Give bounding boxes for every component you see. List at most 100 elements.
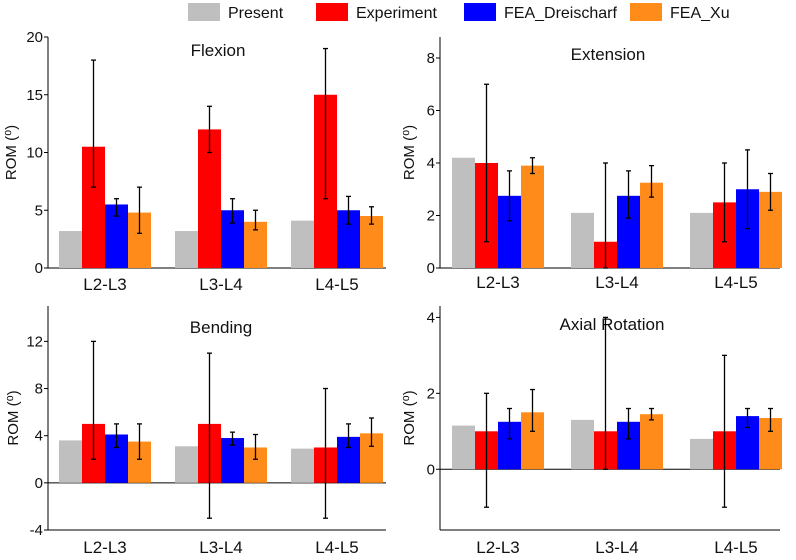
panel-flexion: 0 5 10 15 20 ROM (⁰) Flexion L2-L3 L3-L4 L4-L5	[3, 29, 386, 294]
error-bar-l4-l5-fea-xu	[768, 407, 773, 432]
panel-title: Extension	[571, 45, 646, 64]
bar-flexion-l2-l3-fea-xu	[128, 212, 151, 268]
panel-extension: 0 2 4 6 8 ROM (⁰) Extension L2-L3 L3-L4 L4-L5	[401, 37, 782, 292]
bar-extension-l2-l3-fea-xu	[521, 165, 544, 268]
legend-swatch-fea-dreischarf	[464, 3, 496, 21]
error-bar-l4-l5-experiment	[722, 354, 727, 508]
bar-flexion-l3-l4-experiment	[198, 129, 221, 268]
error-bar-l2-l3-experiment	[484, 83, 489, 243]
error-bar-l3-l4-fea-dreischarf	[626, 407, 631, 440]
bar-bending-l3-l4-present	[175, 446, 198, 483]
bar-extension-l2-l3-present	[452, 157, 475, 268]
error-bar-l4-l5-experiment	[323, 47, 328, 200]
y-tick-label: 6	[427, 103, 435, 120]
y-tick-label: 20	[26, 29, 43, 46]
error-bar-l2-l3-fea-dreischarf	[114, 423, 119, 449]
y-axis-label: ROM (⁰)	[401, 390, 418, 445]
bar-extension-l3-l4-fea-xu	[640, 182, 663, 268]
error-bar-l2-l3-fea-dreischarf	[114, 198, 119, 217]
error-bar-l3-l4-fea-xu	[649, 164, 654, 198]
error-bar-l2-l3-fea-xu	[137, 186, 142, 235]
x-tick-label-l2-l3: L2-L3	[83, 538, 126, 557]
bar-axial-rotation-l3-l4-present	[571, 419, 594, 470]
bar-extension-l2-l3-fea-dreischarf	[498, 195, 521, 268]
error-bar-l4-l5-experiment	[722, 162, 727, 243]
bar-axial-rotation-l2-l3-fea-dreischarf	[498, 421, 521, 470]
bar-axial-rotation-l2-l3-fea-xu	[521, 412, 544, 470]
bar-axial-rotation-l4-l5-fea-xu	[759, 418, 782, 470]
error-bar-l4-l5-fea-dreischarf	[745, 407, 750, 429]
x-tick-label-l4-l5: L4-L5	[315, 538, 358, 557]
bar-extension-l3-l4-fea-dreischarf	[617, 195, 640, 268]
error-bar-l2-l3-fea-xu	[530, 157, 535, 175]
legend-label-fea-xu: FEA_Xu	[670, 5, 730, 22]
bar-bending-l2-l3-fea-dreischarf	[105, 434, 128, 483]
y-tick-label: 2	[427, 208, 435, 225]
error-bar-l2-l3-experiment	[91, 59, 96, 188]
error-bar-l3-l4-experiment	[603, 316, 608, 470]
y-tick-label: 0	[427, 260, 435, 277]
bar-bending-l4-l5-fea-xu	[360, 433, 383, 483]
error-bar-l4-l5-fea-dreischarf	[346, 195, 351, 225]
y-tick-label: 4	[427, 309, 435, 326]
y-tick-label: 4	[35, 428, 43, 445]
x-tick-label-l3-l4: L3-L4	[595, 538, 638, 557]
bar-flexion-l2-l3-experiment	[82, 146, 105, 268]
legend-swatch-present	[188, 3, 220, 21]
error-bar-l3-l4-fea-dreischarf	[230, 198, 235, 224]
bar-flexion-l2-l3-present	[59, 231, 82, 268]
bar-flexion-l3-l4-fea-dreischarf	[221, 210, 244, 268]
bar-axial-rotation-l3-l4-fea-xu	[640, 414, 663, 470]
error-bar-l2-l3-fea-dreischarf	[507, 407, 512, 440]
bar-extension-l3-l4-present	[571, 212, 594, 268]
error-bar-l4-l5-fea-dreischarf	[745, 149, 750, 230]
error-bar-l2-l3-fea-xu	[530, 388, 535, 432]
chart-legend: Present Experiment FEA_Dreischarf FEA_Xu	[188, 3, 730, 22]
y-tick-label: 0	[35, 260, 43, 277]
error-bar-l4-l5-fea-xu	[768, 172, 773, 211]
error-bar-l4-l5-fea-xu	[369, 417, 374, 447]
x-tick-label-l3-l4: L3-L4	[199, 538, 242, 557]
bar-extension-l4-l5-fea-xu	[759, 191, 782, 268]
legend-swatch-experiment	[316, 3, 348, 21]
y-tick-label: 0	[427, 461, 435, 478]
x-tick-label-l2-l3: L2-L3	[476, 273, 519, 292]
x-tick-label-l4-l5: L4-L5	[714, 273, 757, 292]
error-bar-l2-l3-experiment	[484, 392, 489, 508]
error-bar-l3-l4-experiment	[207, 352, 212, 519]
bar-flexion-l3-l4-fea-xu	[244, 221, 267, 268]
error-bar-l4-l5-experiment	[323, 387, 328, 519]
x-tick-label-l3-l4: L3-L4	[595, 273, 638, 292]
error-bar-l3-l4-fea-dreischarf	[230, 431, 235, 446]
bar-flexion-l4-l5-present	[291, 220, 314, 268]
y-tick-label: 8	[427, 50, 435, 67]
error-bar-l2-l3-fea-xu	[137, 423, 142, 460]
bar-axial-rotation-l4-l5-present	[690, 438, 713, 470]
legend-label-experiment: Experiment	[356, 5, 437, 22]
x-tick-label-l4-l5: L4-L5	[315, 275, 358, 294]
bar-flexion-l4-l5-fea-xu	[360, 216, 383, 268]
bar-axial-rotation-l4-l5-fea-dreischarf	[736, 416, 759, 470]
error-bar-l4-l5-fea-dreischarf	[346, 423, 351, 449]
y-axis-label: ROM (⁰)	[5, 390, 22, 445]
panel-bending: -4 0 4 8 12 ROM (⁰) Bending L2-L3 L3-L4 L4-L5	[5, 306, 386, 557]
error-bar-l3-l4-fea-xu	[649, 407, 654, 421]
y-axis-label: ROM (⁰)	[3, 125, 20, 180]
bar-extension-l4-l5-present	[690, 212, 713, 268]
legend-label-fea-dreischarf: FEA_Dreischarf	[504, 5, 617, 22]
error-bar-l2-l3-fea-dreischarf	[507, 170, 512, 222]
y-axis-label: ROM (⁰)	[401, 125, 418, 180]
x-tick-label-l2-l3: L2-L3	[83, 275, 126, 294]
legend-swatch-fea-xu	[630, 3, 662, 21]
y-tick-label: 10	[26, 145, 43, 162]
bar-bending-l2-l3-present	[59, 440, 82, 483]
bar-bending-l3-l4-fea-xu	[244, 447, 267, 483]
bar-flexion-l4-l5-fea-dreischarf	[337, 210, 360, 268]
bar-bending-l4-l5-present	[291, 448, 314, 483]
y-tick-label: 4	[427, 155, 435, 172]
error-bar-l2-l3-experiment	[91, 340, 96, 460]
bar-flexion-l2-l3-fea-dreischarf	[105, 204, 128, 268]
panel-title: Bending	[190, 318, 252, 337]
